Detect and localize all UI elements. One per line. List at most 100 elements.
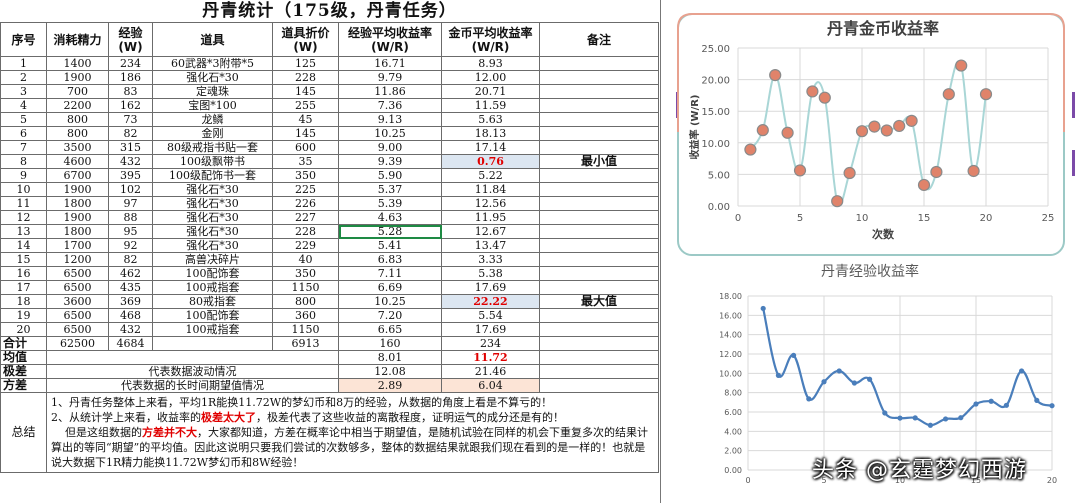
- header-cell-7[interactable]: 备注: [539, 22, 659, 57]
- variance-exp-rate[interactable]: 2.89: [338, 378, 442, 393]
- cell-exp-rate[interactable]: 9.39: [338, 154, 442, 169]
- cell-price[interactable]: 1150: [272, 280, 339, 295]
- cell-exp[interactable]: 95: [108, 224, 153, 239]
- cell-energy[interactable]: 6700: [46, 168, 109, 183]
- range-label[interactable]: 极差: [0, 364, 47, 379]
- total-exp[interactable]: 4684: [108, 336, 153, 351]
- total-label[interactable]: 合计: [0, 336, 47, 351]
- cell-item[interactable]: 强化石*30: [152, 70, 273, 85]
- cell-no[interactable]: 8: [0, 154, 47, 169]
- cell-no[interactable]: 20: [0, 322, 47, 337]
- cell-no[interactable]: 7: [0, 140, 47, 155]
- cell-exp[interactable]: 102: [108, 182, 153, 197]
- cell-gold-rate[interactable]: 12.00: [441, 70, 540, 85]
- total-note-cell[interactable]: [539, 336, 659, 351]
- total-item-cell[interactable]: [152, 336, 273, 351]
- mean-gold-rate[interactable]: 11.72: [441, 350, 540, 365]
- cell-gold-rate[interactable]: 5.63: [441, 112, 540, 127]
- cell-exp-rate[interactable]: 9.13: [338, 112, 442, 127]
- cell-item[interactable]: 强化石*30: [152, 210, 273, 225]
- cell-exp[interactable]: 462: [108, 266, 153, 281]
- gold-rate-chart[interactable]: 丹青金币收益率 0.00 5.00 10.00 15.00 20.00 25.00 0 5 10 1…: [676, 12, 1066, 257]
- cell-price[interactable]: 360: [272, 308, 339, 323]
- header-cell-4[interactable]: 道具折价 (W): [272, 22, 339, 57]
- cell-price[interactable]: 255: [272, 98, 339, 113]
- mean-desc-cell[interactable]: [46, 350, 339, 365]
- cell-note[interactable]: [539, 182, 659, 197]
- cell-note[interactable]: [539, 196, 659, 211]
- total-exp-rate[interactable]: 160: [338, 336, 442, 351]
- cell-exp-rate[interactable]: 6.83: [338, 252, 442, 267]
- cell-item[interactable]: 100戒指套: [152, 280, 273, 295]
- exp-rate-chart[interactable]: 丹青经验收益率 0.00 2.00 4.00 6.00 8.00 10.00 12.00 14.…: [700, 258, 1070, 503]
- cell-item[interactable]: 100级飘带书: [152, 154, 273, 169]
- cell-item[interactable]: 80级戒指书贴一套: [152, 140, 273, 155]
- summary-label[interactable]: 总结: [0, 392, 47, 473]
- cell-item[interactable]: 强化石*30: [152, 238, 273, 253]
- cell-price[interactable]: 350: [272, 266, 339, 281]
- header-cell-2[interactable]: 经验 (W): [108, 22, 153, 57]
- cell-exp-rate[interactable]: 5.39: [338, 196, 442, 211]
- cell-energy[interactable]: 800: [46, 112, 109, 127]
- cell-gold-rate[interactable]: 17.14: [441, 140, 540, 155]
- cell-gold-rate[interactable]: 11.95: [441, 210, 540, 225]
- chart-frame-handle-right-lower[interactable]: [1072, 150, 1075, 176]
- cell-no[interactable]: 14: [0, 238, 47, 253]
- cell-gold-rate[interactable]: 0.76: [441, 154, 540, 169]
- cell-price[interactable]: 145: [272, 126, 339, 141]
- cell-note[interactable]: [539, 210, 659, 225]
- header-cell-0[interactable]: 序号: [0, 22, 47, 57]
- cell-exp-rate[interactable]: 5.37: [338, 182, 442, 197]
- range-desc[interactable]: 代表数据波动情况: [46, 364, 339, 379]
- cell-no[interactable]: 9: [0, 168, 47, 183]
- cell-exp[interactable]: 432: [108, 322, 153, 337]
- cell-exp-rate[interactable]: 7.20: [338, 308, 442, 323]
- cell-item[interactable]: 100戒指套: [152, 322, 273, 337]
- cell-exp[interactable]: 82: [108, 126, 153, 141]
- cell-energy[interactable]: 1400: [46, 56, 109, 71]
- cell-exp-rate[interactable]: 9.79: [338, 70, 442, 85]
- cell-gold-rate[interactable]: 11.84: [441, 182, 540, 197]
- cell-note[interactable]: [539, 252, 659, 267]
- cell-note[interactable]: [539, 140, 659, 155]
- cell-no[interactable]: 12: [0, 210, 47, 225]
- cell-note[interactable]: [539, 308, 659, 323]
- cell-item[interactable]: 100配饰套: [152, 308, 273, 323]
- cell-item[interactable]: 100级配饰书一套: [152, 168, 273, 183]
- cell-note[interactable]: [539, 168, 659, 183]
- cell-no[interactable]: 17: [0, 280, 47, 295]
- cell-no[interactable]: 10: [0, 182, 47, 197]
- cell-note[interactable]: [539, 126, 659, 141]
- cell-no[interactable]: 16: [0, 266, 47, 281]
- header-cell-1[interactable]: 消耗精力: [46, 22, 109, 57]
- cell-item[interactable]: 强化石*30: [152, 196, 273, 211]
- cell-price[interactable]: 1150: [272, 322, 339, 337]
- cell-gold-rate[interactable]: 8.93: [441, 56, 540, 71]
- cell-item[interactable]: 60武器*3附带*5: [152, 56, 273, 71]
- cell-energy[interactable]: 6500: [46, 308, 109, 323]
- cell-price[interactable]: 800: [272, 294, 339, 309]
- cell-item[interactable]: 高兽决碎片: [152, 252, 273, 267]
- cell-no[interactable]: 5: [0, 112, 47, 127]
- cell-note[interactable]: [539, 98, 659, 113]
- cell-exp[interactable]: 369: [108, 294, 153, 309]
- variance-note-cell[interactable]: [539, 378, 659, 393]
- cell-exp[interactable]: 97: [108, 196, 153, 211]
- cell-exp[interactable]: 395: [108, 168, 153, 183]
- cell-gold-rate[interactable]: 11.59: [441, 98, 540, 113]
- range-note-cell[interactable]: [539, 364, 659, 379]
- variance-desc[interactable]: 代表数据的长时间期望值情况: [46, 378, 339, 393]
- cell-energy[interactable]: 1200: [46, 252, 109, 267]
- header-cell-5[interactable]: 经验平均收益率 (W/R): [338, 22, 442, 57]
- cell-gold-rate[interactable]: 22.22: [441, 294, 540, 309]
- cell-exp[interactable]: 315: [108, 140, 153, 155]
- range-exp-rate[interactable]: 12.08: [338, 364, 442, 379]
- cell-exp-rate[interactable]: 16.71: [338, 56, 442, 71]
- cell-energy[interactable]: 4600: [46, 154, 109, 169]
- cell-price[interactable]: 228: [272, 224, 339, 239]
- cell-exp-rate[interactable]: 5.90: [338, 168, 442, 183]
- cell-exp[interactable]: 432: [108, 154, 153, 169]
- cell-exp[interactable]: 73: [108, 112, 153, 127]
- cell-energy[interactable]: 6500: [46, 280, 109, 295]
- summary-text[interactable]: 1、丹青任务整体上来看，平均1R能换11.72W的梦幻币和8万的经验，从数据的角…: [46, 392, 659, 473]
